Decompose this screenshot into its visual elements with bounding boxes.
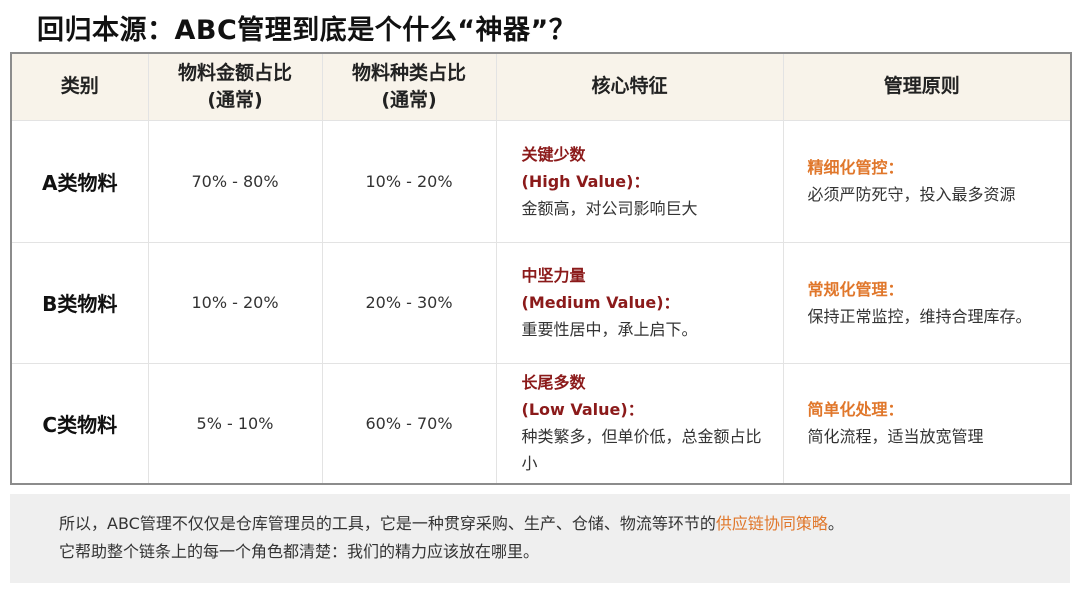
summary-line-1: 所以，ABC管理不仅仅是仓库管理员的工具，它是一种贯穿采购、生产、仓储、物流等环… [59, 510, 1070, 538]
header-type-ratio-note: (通常) [381, 88, 437, 111]
category-cell: B类物料 [10, 241, 149, 364]
principle-title: 精细化管控： [807, 158, 904, 177]
principle-title: 简单化处理： [807, 400, 904, 420]
header-type-ratio-label: 物料种类占比 [351, 61, 466, 84]
page-title: 回归本源：ABC管理到底是个什么“神器”？ [37, 15, 577, 46]
principle-description: 保持正常监控，维持合理库存。 [807, 306, 1032, 326]
principle-description: 必须严防死守，投入最多资源 [807, 185, 1016, 204]
feature-cell: 中坚力量 (Medium Value)： 重要性居中，承上启下。 [495, 241, 784, 364]
amount-ratio-cell: 10% - 20% [147, 241, 323, 364]
table-row-a: A类物料 70% - 80% 10% - 20% 关键少数 (High Valu… [10, 119, 1072, 243]
principle-description: 简化流程，适当放宽管理 [807, 427, 984, 447]
principle-cell: 精细化管控： 必须严防死守，投入最多资源 [782, 119, 1072, 243]
principle-cell: 简单化处理： 简化流程，适当放宽管理 [782, 362, 1072, 485]
feature-description: 重要性居中，承上启下。 [521, 320, 698, 339]
category-cell: A类物料 [10, 119, 149, 243]
amount-ratio-cell: 5% - 10% [147, 362, 323, 485]
header-amount-ratio-note: (通常) [207, 88, 263, 111]
feature-subtitle: (Low Value)： [521, 400, 644, 420]
type-ratio-cell: 60% - 70% [321, 362, 497, 485]
feature-subtitle: (High Value)： [521, 171, 650, 191]
feature-cell: 长尾多数 (Low Value)： 种类繁多，但单价低，总金额占比小 [495, 362, 784, 485]
summary-box: 所以，ABC管理不仅仅是仓库管理员的工具，它是一种贯穿采购、生产、仓储、物流等环… [10, 494, 1070, 583]
abc-classification-table: 类别 物料金额占比 (通常) 物料种类占比 (通常) 核心特征 管理原则 A类物… [10, 52, 1072, 485]
amount-ratio-cell: 70% - 80% [147, 119, 323, 243]
summary-line-2: 它帮助整个链条上的每一个角色都清楚：我们的精力应该放在哪里。 [59, 542, 540, 561]
principle-title: 常规化管理： [807, 279, 904, 299]
summary-highlight: 供应链协同策略 [715, 514, 828, 533]
feature-title: 长尾多数 [521, 373, 586, 393]
feature-description: 种类繁多，但单价低，总金额占比小 [521, 427, 762, 474]
feature-title: 关键少数 [521, 144, 586, 164]
header-type-ratio: 物料种类占比 (通常) [321, 52, 497, 121]
summary-text-end: 。 [827, 514, 844, 533]
feature-title: 中坚力量 [521, 266, 586, 285]
type-ratio-cell: 10% - 20% [321, 119, 497, 243]
header-category: 类别 [10, 52, 149, 121]
header-amount-ratio-label: 物料金额占比 [177, 61, 292, 84]
table-row-b: B类物料 10% - 20% 20% - 30% 中坚力量 (Medium Va… [10, 241, 1072, 364]
principle-cell: 常规化管理： 保持正常监控，维持合理库存。 [782, 241, 1072, 364]
type-ratio-cell: 20% - 30% [321, 241, 497, 364]
feature-subtitle: (Medium Value)： [521, 293, 680, 312]
category-cell: C类物料 [10, 362, 149, 485]
table-row-c: C类物料 5% - 10% 60% - 70% 长尾多数 (Low Value)… [10, 362, 1072, 485]
summary-text-start: 所以，ABC管理不仅仅是仓库管理员的工具，它是一种贯穿采购、生产、仓储、物流等环… [59, 514, 716, 533]
header-amount-ratio: 物料金额占比 (通常) [147, 52, 323, 121]
feature-cell: 关键少数 (High Value)： 金额高，对公司影响巨大 [495, 119, 784, 243]
header-principle: 管理原则 [782, 52, 1072, 121]
header-feature: 核心特征 [495, 52, 784, 121]
table-header-row: 类别 物料金额占比 (通常) 物料种类占比 (通常) 核心特征 管理原则 [10, 52, 1072, 121]
feature-description: 金额高，对公司影响巨大 [521, 198, 698, 218]
